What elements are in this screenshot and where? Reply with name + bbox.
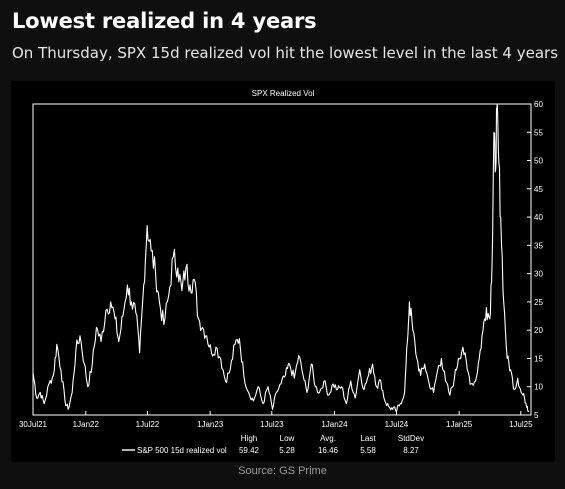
y-tick-label: 40 (534, 213, 543, 222)
series-line-sp500-15d-realized-vol (32, 103, 530, 413)
y-tick-label: 5 (534, 411, 539, 420)
page-subtitle: On Thursday, SPX 15d realized vol hit th… (12, 44, 559, 62)
chart-panel: SPX Realized Vol 5 10 15 20 25 30 35 40 45 50 55 60… (11, 81, 555, 462)
stat-header-low: Low (280, 434, 295, 443)
x-tick-label: 1Jul22 (136, 420, 160, 429)
legend-series-label: S&P 500 15d realized vol (137, 446, 227, 455)
legend: S&P 500 15d realized vol High Low Avg. L… (122, 434, 424, 455)
x-tick-label: 1Jul25 (509, 420, 533, 429)
y-axis: 5 10 15 20 25 30 35 40 45 50 55 60 (527, 100, 543, 420)
chart-title: SPX Realized Vol (252, 89, 315, 98)
x-tick-label: 1Jan24 (321, 420, 348, 429)
y-tick-label: 35 (534, 241, 543, 250)
y-tick-label: 50 (534, 157, 543, 166)
x-tick-label: 1Jan23 (197, 420, 224, 429)
series-group (32, 103, 530, 413)
y-tick-label: 25 (534, 298, 543, 307)
stat-value-high: 59.42 (239, 446, 260, 455)
x-tick-label: 30Jul21 (19, 420, 48, 429)
x-tick-label: 1Jan22 (73, 420, 100, 429)
x-tick-label: 1Jul24 (385, 420, 409, 429)
y-tick-label: 55 (534, 128, 543, 137)
y-tick-label: 10 (534, 383, 543, 392)
y-tick-label: 15 (534, 354, 543, 363)
source-note: Source: GS Prime (238, 465, 327, 477)
stat-value-low: 5.28 (279, 446, 295, 455)
page-title: Lowest realized in 4 years (12, 9, 317, 33)
x-tick-label: 1Jul23 (260, 420, 284, 429)
plot-frame (32, 103, 532, 416)
stat-value-stddev: 8.27 (403, 446, 419, 455)
stat-header-stddev: StdDev (398, 434, 424, 443)
stat-value-last: 5.58 (360, 446, 376, 455)
x-axis: 30Jul21 1Jan22 1Jul22 1Jan23 1Jul23 1Jan24 1Ju… (19, 411, 533, 429)
y-tick-label: 60 (534, 100, 543, 109)
y-tick-label: 30 (534, 270, 543, 279)
stat-header-avg: Avg. (320, 434, 336, 443)
stat-header-last: Last (360, 434, 376, 443)
stat-header-high: High (241, 434, 257, 443)
y-tick-label: 20 (534, 326, 543, 335)
x-tick-label: 1Jan25 (446, 420, 473, 429)
stat-value-avg: 16.46 (318, 446, 339, 455)
y-tick-label: 45 (534, 185, 543, 194)
realized-vol-chart: SPX Realized Vol 5 10 15 20 25 30 35 40 45 50 55 60… (19, 89, 543, 455)
